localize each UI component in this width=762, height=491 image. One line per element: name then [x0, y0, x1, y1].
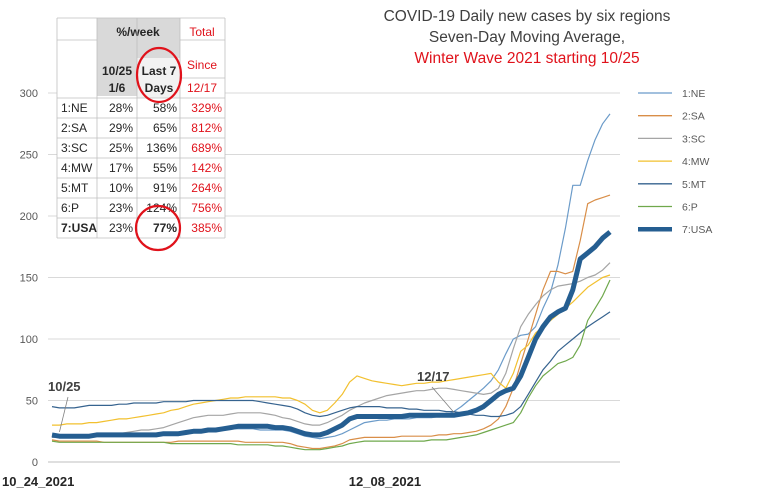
- table-header-pct-week: %/week: [116, 25, 160, 39]
- table-header-16: 1/6: [109, 81, 126, 95]
- y-axis-ticks: 0 50 100 150 200 250 300: [20, 88, 38, 469]
- series-line-7-usa: [51, 230, 612, 439]
- table-cell-region: 1:NE: [61, 101, 88, 115]
- legend: 1:NE 2:SA 3:SC 4:MW 5:MT 6:P 7:USA: [638, 88, 712, 236]
- x-tick-label: 10_24_2021: [2, 474, 74, 489]
- table-cell-region: 7:USA: [61, 221, 97, 235]
- chart-title: COVID-19 Daily new cases by six regions: [384, 8, 671, 25]
- annotation-label: 10/25: [48, 379, 81, 394]
- table-cell-since-1217: 385%: [191, 221, 222, 235]
- table-cell-since-1217: 689%: [191, 141, 222, 155]
- table-header-days: Days: [145, 81, 174, 95]
- table-cell-last7: 124%: [146, 201, 177, 215]
- table-cell-since-1025: 23%: [109, 201, 133, 215]
- table-cell-last7: 77%: [153, 221, 177, 235]
- series-line-6-p: [51, 279, 611, 451]
- table-borders: [56, 17, 226, 239]
- table-cell-since-1217: 756%: [191, 201, 222, 215]
- table-cell-since-1025: 28%: [109, 101, 133, 115]
- legend-label: 7:USA: [682, 224, 712, 236]
- summary-table: %/week Total 10/25 1/6 Last 7 Days Since…: [56, 17, 226, 252]
- y-tick-label: 50: [26, 396, 38, 408]
- annotations: 10/25 12/17: [48, 369, 455, 433]
- table-cell-since-1025: 29%: [109, 121, 133, 135]
- table-cell-region: 2:SA: [61, 121, 87, 135]
- x-axis-ticks: 10_24_2021 12_08_2021: [2, 474, 421, 489]
- y-tick-label: 250: [20, 150, 38, 162]
- table-cell-since-1217: 329%: [191, 101, 222, 115]
- y-tick-label: 0: [32, 457, 38, 469]
- y-tick-label: 150: [20, 273, 38, 285]
- annotation-leader: [59, 396, 69, 433]
- table-header-inner: [137, 58, 180, 98]
- annotation-label: 12/17: [417, 369, 450, 384]
- table-cell-since-1025: 25%: [109, 141, 133, 155]
- highlight-circle-usa: [134, 204, 182, 252]
- table-header-total: Total: [189, 25, 214, 39]
- table-header-last7: Last 7: [142, 64, 177, 78]
- highlight-circle-header: [135, 46, 183, 104]
- series-line-5-mt: [51, 311, 611, 418]
- table-header-1217: 12/17: [187, 81, 217, 95]
- table-header-1025: 10/25: [102, 64, 132, 78]
- table-cell-last7: 65%: [153, 121, 177, 135]
- table-header-since: Since: [187, 58, 217, 72]
- table-cell-region: 4:MW: [61, 161, 93, 175]
- table-cell-last7: 91%: [153, 181, 177, 195]
- table-cell-since-1217: 812%: [191, 121, 222, 135]
- legend-label: 5:MT: [682, 179, 707, 191]
- table-cell-since-1025: 17%: [109, 161, 133, 175]
- x-tick-label: 12_08_2021: [349, 474, 421, 489]
- legend-label: 1:NE: [682, 88, 705, 100]
- series-lines: [51, 113, 612, 451]
- y-tick-label: 300: [20, 88, 38, 100]
- series-line-3-sc: [52, 262, 611, 438]
- table-cell-region: 6:P: [61, 201, 79, 215]
- table-cell-last7: 136%: [146, 141, 177, 155]
- chart-subtitle-red: Winter Wave 2021 starting 10/25: [414, 50, 639, 67]
- legend-label: 4:MW: [682, 156, 710, 168]
- table-cell-since-1025: 10%: [109, 181, 133, 195]
- series-line-4-mw: [52, 274, 611, 426]
- table-cell-last7: 58%: [153, 101, 177, 115]
- table-rows: 1:NE 28% 58% 329% 2:SA 29% 65% 812% 3:SC 25% 136% 6…: [61, 101, 222, 235]
- legend-label: 6:P: [682, 202, 698, 214]
- annotation-leader: [431, 386, 455, 413]
- table-cell-last7: 55%: [153, 161, 177, 175]
- table-cell-region: 5:MT: [61, 181, 89, 195]
- table-cell-since-1217: 264%: [191, 181, 222, 195]
- legend-label: 2:SA: [682, 111, 705, 123]
- table-cell-since-1025: 23%: [109, 221, 133, 235]
- y-tick-label: 100: [20, 334, 38, 346]
- y-tick-label: 200: [20, 211, 38, 223]
- chart-subtitle: Seven-Day Moving Average,: [429, 29, 625, 46]
- legend-label: 3:SC: [682, 133, 706, 145]
- table-cell-since-1217: 142%: [191, 161, 222, 175]
- table-cell-region: 3:SC: [61, 141, 88, 155]
